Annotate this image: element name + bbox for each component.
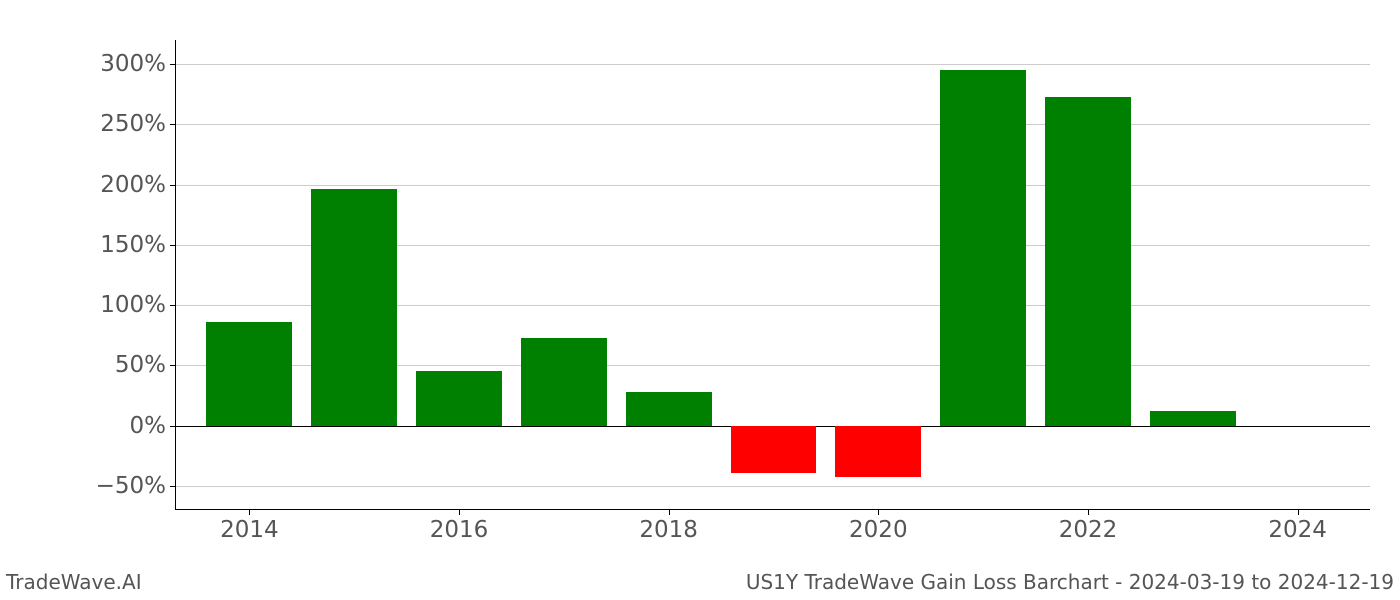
- bar-2022: [1045, 97, 1131, 426]
- y-tick-label: −50%: [96, 473, 176, 499]
- x-tick-mark: [669, 509, 670, 515]
- x-tick-mark: [1298, 509, 1299, 515]
- x-tick-mark: [459, 509, 460, 515]
- y-tick-mark: [170, 365, 176, 366]
- y-tick-mark: [170, 124, 176, 125]
- bar-2015: [311, 189, 397, 425]
- bar-2016: [416, 371, 502, 425]
- y-tick-mark: [170, 305, 176, 306]
- footer-brand: TradeWave.AI: [6, 570, 142, 594]
- bar-2021: [940, 70, 1026, 426]
- bar-2019: [731, 426, 817, 473]
- gain-loss-barchart: −50%0%50%100%150%200%250%300%20142016201…: [0, 0, 1400, 600]
- footer-caption: US1Y TradeWave Gain Loss Barchart - 2024…: [746, 570, 1394, 594]
- y-tick-mark: [170, 245, 176, 246]
- x-tick-mark: [878, 509, 879, 515]
- bar-2020: [835, 426, 921, 478]
- bar-2014: [206, 322, 292, 426]
- plot-area: −50%0%50%100%150%200%250%300%20142016201…: [175, 40, 1370, 510]
- bar-2023: [1150, 411, 1236, 425]
- y-tick-label: 50%: [115, 352, 176, 378]
- y-tick-mark: [170, 64, 176, 65]
- y-tick-mark: [170, 486, 176, 487]
- y-tick-label: 300%: [100, 51, 176, 77]
- bar-2018: [626, 392, 712, 426]
- x-tick-mark: [1088, 509, 1089, 515]
- y-gridline: [176, 124, 1370, 125]
- y-tick-label: 150%: [100, 232, 176, 258]
- x-tick-mark: [249, 509, 250, 515]
- bar-2017: [521, 338, 607, 426]
- y-tick-label: 100%: [100, 292, 176, 318]
- y-tick-label: 200%: [100, 172, 176, 198]
- y-gridline: [176, 185, 1370, 186]
- y-tick-mark: [170, 185, 176, 186]
- y-gridline: [176, 486, 1370, 487]
- y-tick-label: 250%: [100, 111, 176, 137]
- y-gridline: [176, 64, 1370, 65]
